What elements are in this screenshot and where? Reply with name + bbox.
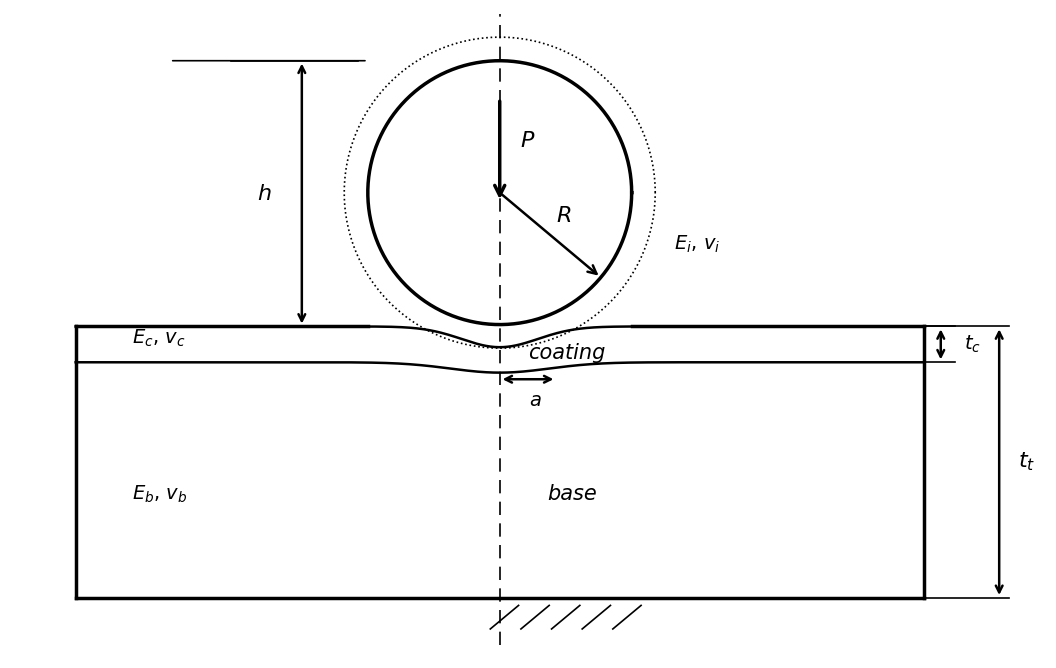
Text: $P$: $P$ bbox=[521, 131, 535, 151]
Text: $E_b$, $v_b$: $E_b$, $v_b$ bbox=[132, 484, 188, 505]
Text: $t_c$: $t_c$ bbox=[964, 334, 981, 355]
Text: $a$: $a$ bbox=[529, 391, 542, 410]
Text: $E_c$, $v_c$: $E_c$, $v_c$ bbox=[132, 328, 186, 349]
Text: base: base bbox=[547, 484, 597, 504]
Text: $t_t$: $t_t$ bbox=[1018, 451, 1035, 474]
Text: coating: coating bbox=[528, 343, 605, 363]
Text: $E_i$, $v_i$: $E_i$, $v_i$ bbox=[674, 234, 720, 255]
Text: $h$: $h$ bbox=[257, 184, 271, 204]
Text: $R$: $R$ bbox=[557, 206, 571, 226]
